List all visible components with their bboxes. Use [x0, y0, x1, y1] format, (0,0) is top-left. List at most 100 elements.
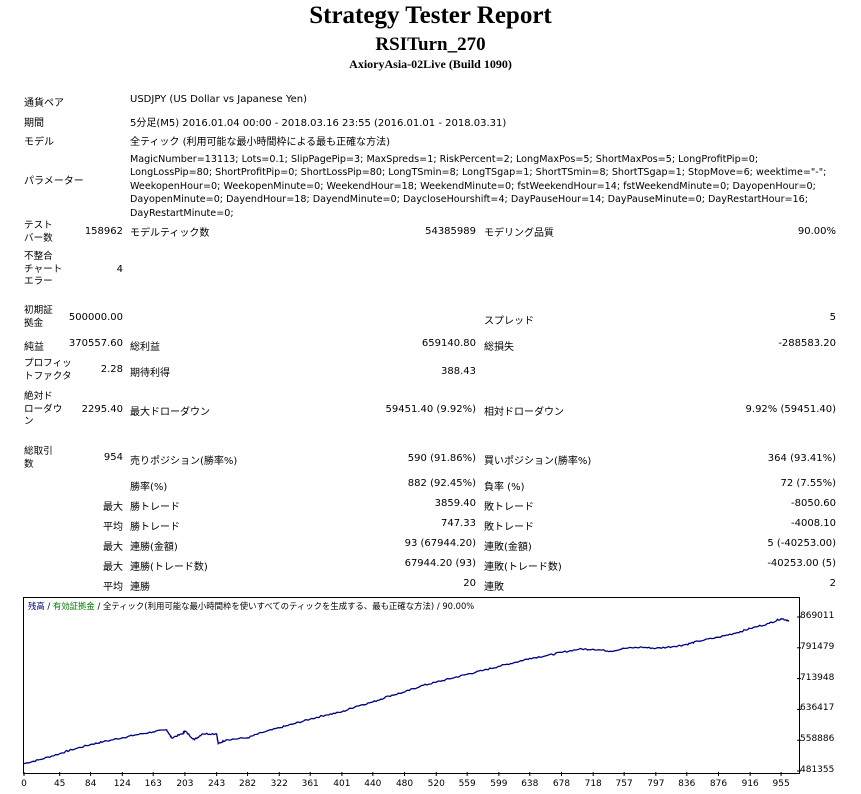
x-tick-label: 163: [144, 779, 162, 789]
avg-cons-losses-value: 2: [829, 578, 836, 589]
model-value: 全ティック (利用可能な最小時間枠による最も正確な方法): [130, 137, 391, 148]
pf-value: 2.28: [100, 364, 123, 375]
x-tick-label: 718: [584, 779, 602, 789]
x-tick-label: 836: [678, 779, 696, 789]
symbol-label: 通貨ペア: [24, 98, 64, 109]
deposit-value: 500000.00: [68, 312, 123, 323]
net-value: 370557.60: [68, 338, 123, 349]
legend-quality: 90.00%: [442, 601, 475, 611]
mismatch-value: 4: [116, 264, 123, 275]
net-label: 純益: [24, 342, 44, 353]
legend-balance: 残高: [28, 601, 45, 611]
period-value: 5分足(M5) 2016.01.04 00:00 - 2018.03.16 23…: [130, 118, 507, 129]
max-label-3: 最大: [103, 562, 123, 573]
ticks-value: 54385989: [425, 226, 476, 237]
x-tick-label: 559: [458, 779, 476, 789]
x-tick-label: 124: [113, 779, 131, 789]
loss-pct-value: 72 (7.55%): [780, 478, 836, 489]
quality-label: モデリング品質: [484, 228, 554, 239]
max-dd-label: 最大ドローダウン: [130, 407, 210, 418]
long-label: 買いポジション(勝率%): [484, 456, 592, 467]
x-tick-label: 955: [772, 779, 790, 789]
y-tick-label: 558886: [800, 734, 835, 745]
max-cons-losses-label: 連敗(金額): [484, 542, 532, 553]
balance-series-line: [23, 617, 790, 765]
trades-value: 954: [103, 452, 123, 463]
avg-loss-value: -4008.10: [791, 518, 836, 529]
avg-cons-wins-value: 20: [463, 578, 476, 589]
x-tick-label: 45: [53, 779, 66, 789]
x-tick-label: 361: [301, 779, 319, 789]
quality-value: 90.00%: [797, 226, 836, 237]
avg-label-1: 平均: [103, 522, 123, 533]
spread-value: 5: [829, 312, 836, 323]
spread-label: スプレッド: [484, 316, 534, 327]
legend-equity: 有効証拠金: [52, 601, 95, 611]
report-title: Strategy Tester Report: [309, 2, 552, 29]
y-tick-label: 713948: [800, 672, 835, 683]
period-label: 期間: [24, 118, 44, 129]
model-label: モデル: [24, 137, 54, 148]
mismatch-label: 不整合 チャート エラー: [24, 251, 63, 288]
x-tick-label: 757: [615, 779, 633, 789]
abs-dd-value: 2295.40: [81, 404, 123, 415]
rel-dd-value: 9.92% (59451.40): [745, 404, 836, 415]
largest-win-label: 勝トレード: [130, 502, 180, 513]
x-tick-label: 84: [84, 779, 97, 789]
y-tick-label: 481355: [800, 765, 835, 775]
max-cons-loss-label: 連敗(トレード数): [484, 562, 562, 573]
legend-model: 全ティック(利用可能な最小時間枠を使いすべてのティックを生成する、最も正確な方法…: [102, 601, 435, 611]
abs-dd-label: 絶対ド ローダウ ン: [24, 391, 63, 428]
avg-label-2: 平均: [103, 582, 123, 593]
largest-loss-label: 敗トレード: [484, 502, 534, 513]
x-tick-label: 203: [176, 779, 194, 789]
short-value: 590 (91.86%): [407, 453, 476, 464]
long-value: 364 (93.41%): [767, 453, 836, 464]
trades-label: 総取引 数: [24, 446, 53, 470]
legend-sep-3: /: [434, 601, 443, 611]
x-tick-label: 876: [709, 779, 728, 789]
x-tick-label: 797: [647, 779, 665, 789]
max-cons-wins-value: 93 (67944.20): [404, 538, 476, 549]
params-label: パラメーター: [24, 176, 84, 187]
symbol-value: USDJPY (US Dollar vs Japanese Yen): [130, 94, 308, 105]
x-tick-label: 440: [364, 779, 382, 789]
avg-cons-wins-label: 連勝: [130, 582, 150, 593]
rel-dd-label: 相対ドローダウン: [484, 407, 564, 418]
gross-loss-value: -288583.20: [778, 338, 836, 349]
bars-label: テスト バー数: [24, 220, 53, 244]
x-tick-label: 520: [427, 779, 445, 789]
largest-loss-value: -8050.60: [791, 498, 836, 509]
win-pct-value: 882 (92.45%): [407, 478, 476, 489]
avg-win-label: 勝トレード: [130, 522, 180, 533]
payoff-label: 期待利得: [130, 368, 170, 379]
x-tick-label: 322: [270, 779, 288, 789]
server-info: AxioryAsia-02Live (Build 1090): [349, 57, 512, 71]
max-label-1: 最大: [103, 502, 123, 513]
pf-label: プロフィッ トファクタ: [24, 358, 72, 382]
x-tick-label: 599: [490, 779, 508, 789]
short-label: 売りポジション(勝率%): [130, 456, 238, 467]
x-tick-label: 480: [395, 779, 414, 789]
y-tick-label: 869011: [800, 611, 835, 621]
avg-cons-losses-label: 連敗: [484, 582, 504, 593]
x-tick-label: 638: [521, 779, 539, 789]
balance-chart: [23, 597, 800, 774]
payoff-value: 388.43: [441, 366, 476, 377]
bars-value: 158962: [84, 226, 123, 237]
max-cons-profit-value: 67944.20 (93): [404, 558, 476, 569]
params-value: MagicNumber=13113; Lots=0.1; SlipPagePip…: [130, 154, 827, 219]
deposit-label: 初期証 拠金: [24, 305, 53, 329]
max-dd-value: 59451.40 (9.92%): [385, 404, 476, 415]
max-cons-wins-label: 連勝(金額): [130, 542, 178, 553]
ticks-label: モデルティック数: [130, 228, 210, 239]
gross-profit-value: 659140.80: [421, 338, 476, 349]
x-tick-label: 282: [238, 779, 257, 789]
largest-win-value: 3859.40: [434, 498, 476, 509]
chart-legend: 残高 / 有効証拠金 / 全ティック(利用可能な最小時間枠を使いすべてのティック…: [28, 600, 474, 612]
ea-name: RSITurn_270: [375, 34, 486, 55]
max-cons-losses-value: 5 (-40253.00): [767, 538, 836, 549]
loss-pct-label: 負率 (%): [484, 482, 525, 493]
x-tick-label: 401: [333, 779, 351, 789]
